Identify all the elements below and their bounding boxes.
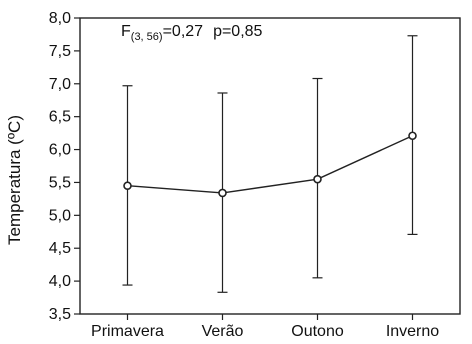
y-tick-label: 6,0 (49, 142, 71, 159)
y-tick-label: 4,5 (49, 240, 71, 257)
y-tick-label: 8,0 (49, 10, 71, 27)
data-point (408, 131, 417, 141)
y-tick-label: 6,5 (49, 109, 71, 126)
y-tick-label: 4,0 (49, 273, 71, 290)
stat-letter: F (121, 23, 131, 40)
x-tick-label: Outono (291, 323, 344, 339)
y-tick-label: 5,5 (49, 174, 71, 191)
y-tick-label: 3,5 (49, 306, 71, 323)
stat-annotation: F(3, 56)=0,27 p=0,85 (121, 23, 263, 43)
y-axis-label: Temperatura (ºC) (5, 115, 24, 245)
series-line (127, 135, 413, 194)
x-tick-label: Primavera (91, 323, 164, 339)
data-point (313, 174, 322, 184)
x-tick-label: Verão (202, 323, 244, 339)
stat-subscript: (3, 56) (131, 31, 163, 43)
x-tick-label: Inverno (386, 323, 439, 339)
stat-value: =0,27 (163, 23, 204, 40)
y-tick-label: 7,5 (49, 43, 71, 60)
y-tick-label: 5,0 (49, 207, 71, 224)
data-point (123, 181, 132, 191)
data-point (218, 188, 227, 198)
y-tick-label: 7,0 (49, 76, 71, 93)
plot-frame (79, 17, 461, 315)
plot-layer: 3,5 4,0 4,5 5,0 5,5 6,0 6,5 7,0 7,5 8,0 Primavera V… (49, 10, 461, 340)
p-value: p=0,85 (213, 23, 262, 40)
